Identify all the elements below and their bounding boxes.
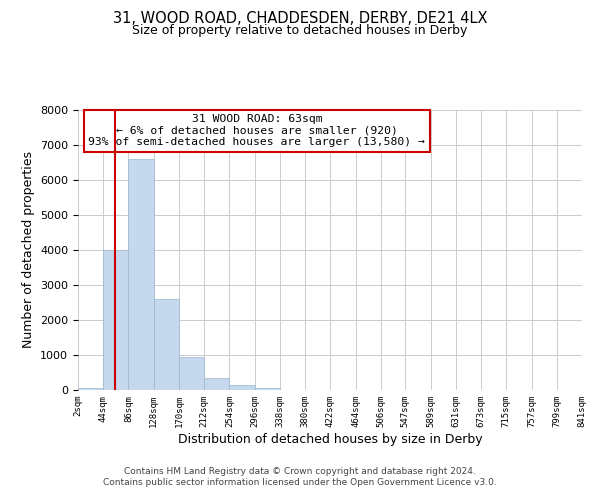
- Text: 31 WOOD ROAD: 63sqm
← 6% of detached houses are smaller (920)
93% of semi-detach: 31 WOOD ROAD: 63sqm ← 6% of detached hou…: [88, 114, 425, 148]
- Bar: [204, 378, 229, 390]
- Bar: [103, 250, 128, 390]
- Bar: [229, 386, 254, 390]
- Bar: [179, 357, 204, 390]
- Bar: [154, 299, 179, 390]
- X-axis label: Distribution of detached houses by size in Derby: Distribution of detached houses by size …: [178, 432, 482, 446]
- Bar: [254, 388, 280, 390]
- Text: Contains public sector information licensed under the Open Government Licence v3: Contains public sector information licen…: [103, 478, 497, 487]
- Y-axis label: Number of detached properties: Number of detached properties: [22, 152, 35, 348]
- Text: Size of property relative to detached houses in Derby: Size of property relative to detached ho…: [133, 24, 467, 37]
- Bar: [78, 388, 103, 390]
- Text: 31, WOOD ROAD, CHADDESDEN, DERBY, DE21 4LX: 31, WOOD ROAD, CHADDESDEN, DERBY, DE21 4…: [113, 11, 487, 26]
- Bar: [128, 159, 154, 390]
- Text: Contains HM Land Registry data © Crown copyright and database right 2024.: Contains HM Land Registry data © Crown c…: [124, 467, 476, 476]
